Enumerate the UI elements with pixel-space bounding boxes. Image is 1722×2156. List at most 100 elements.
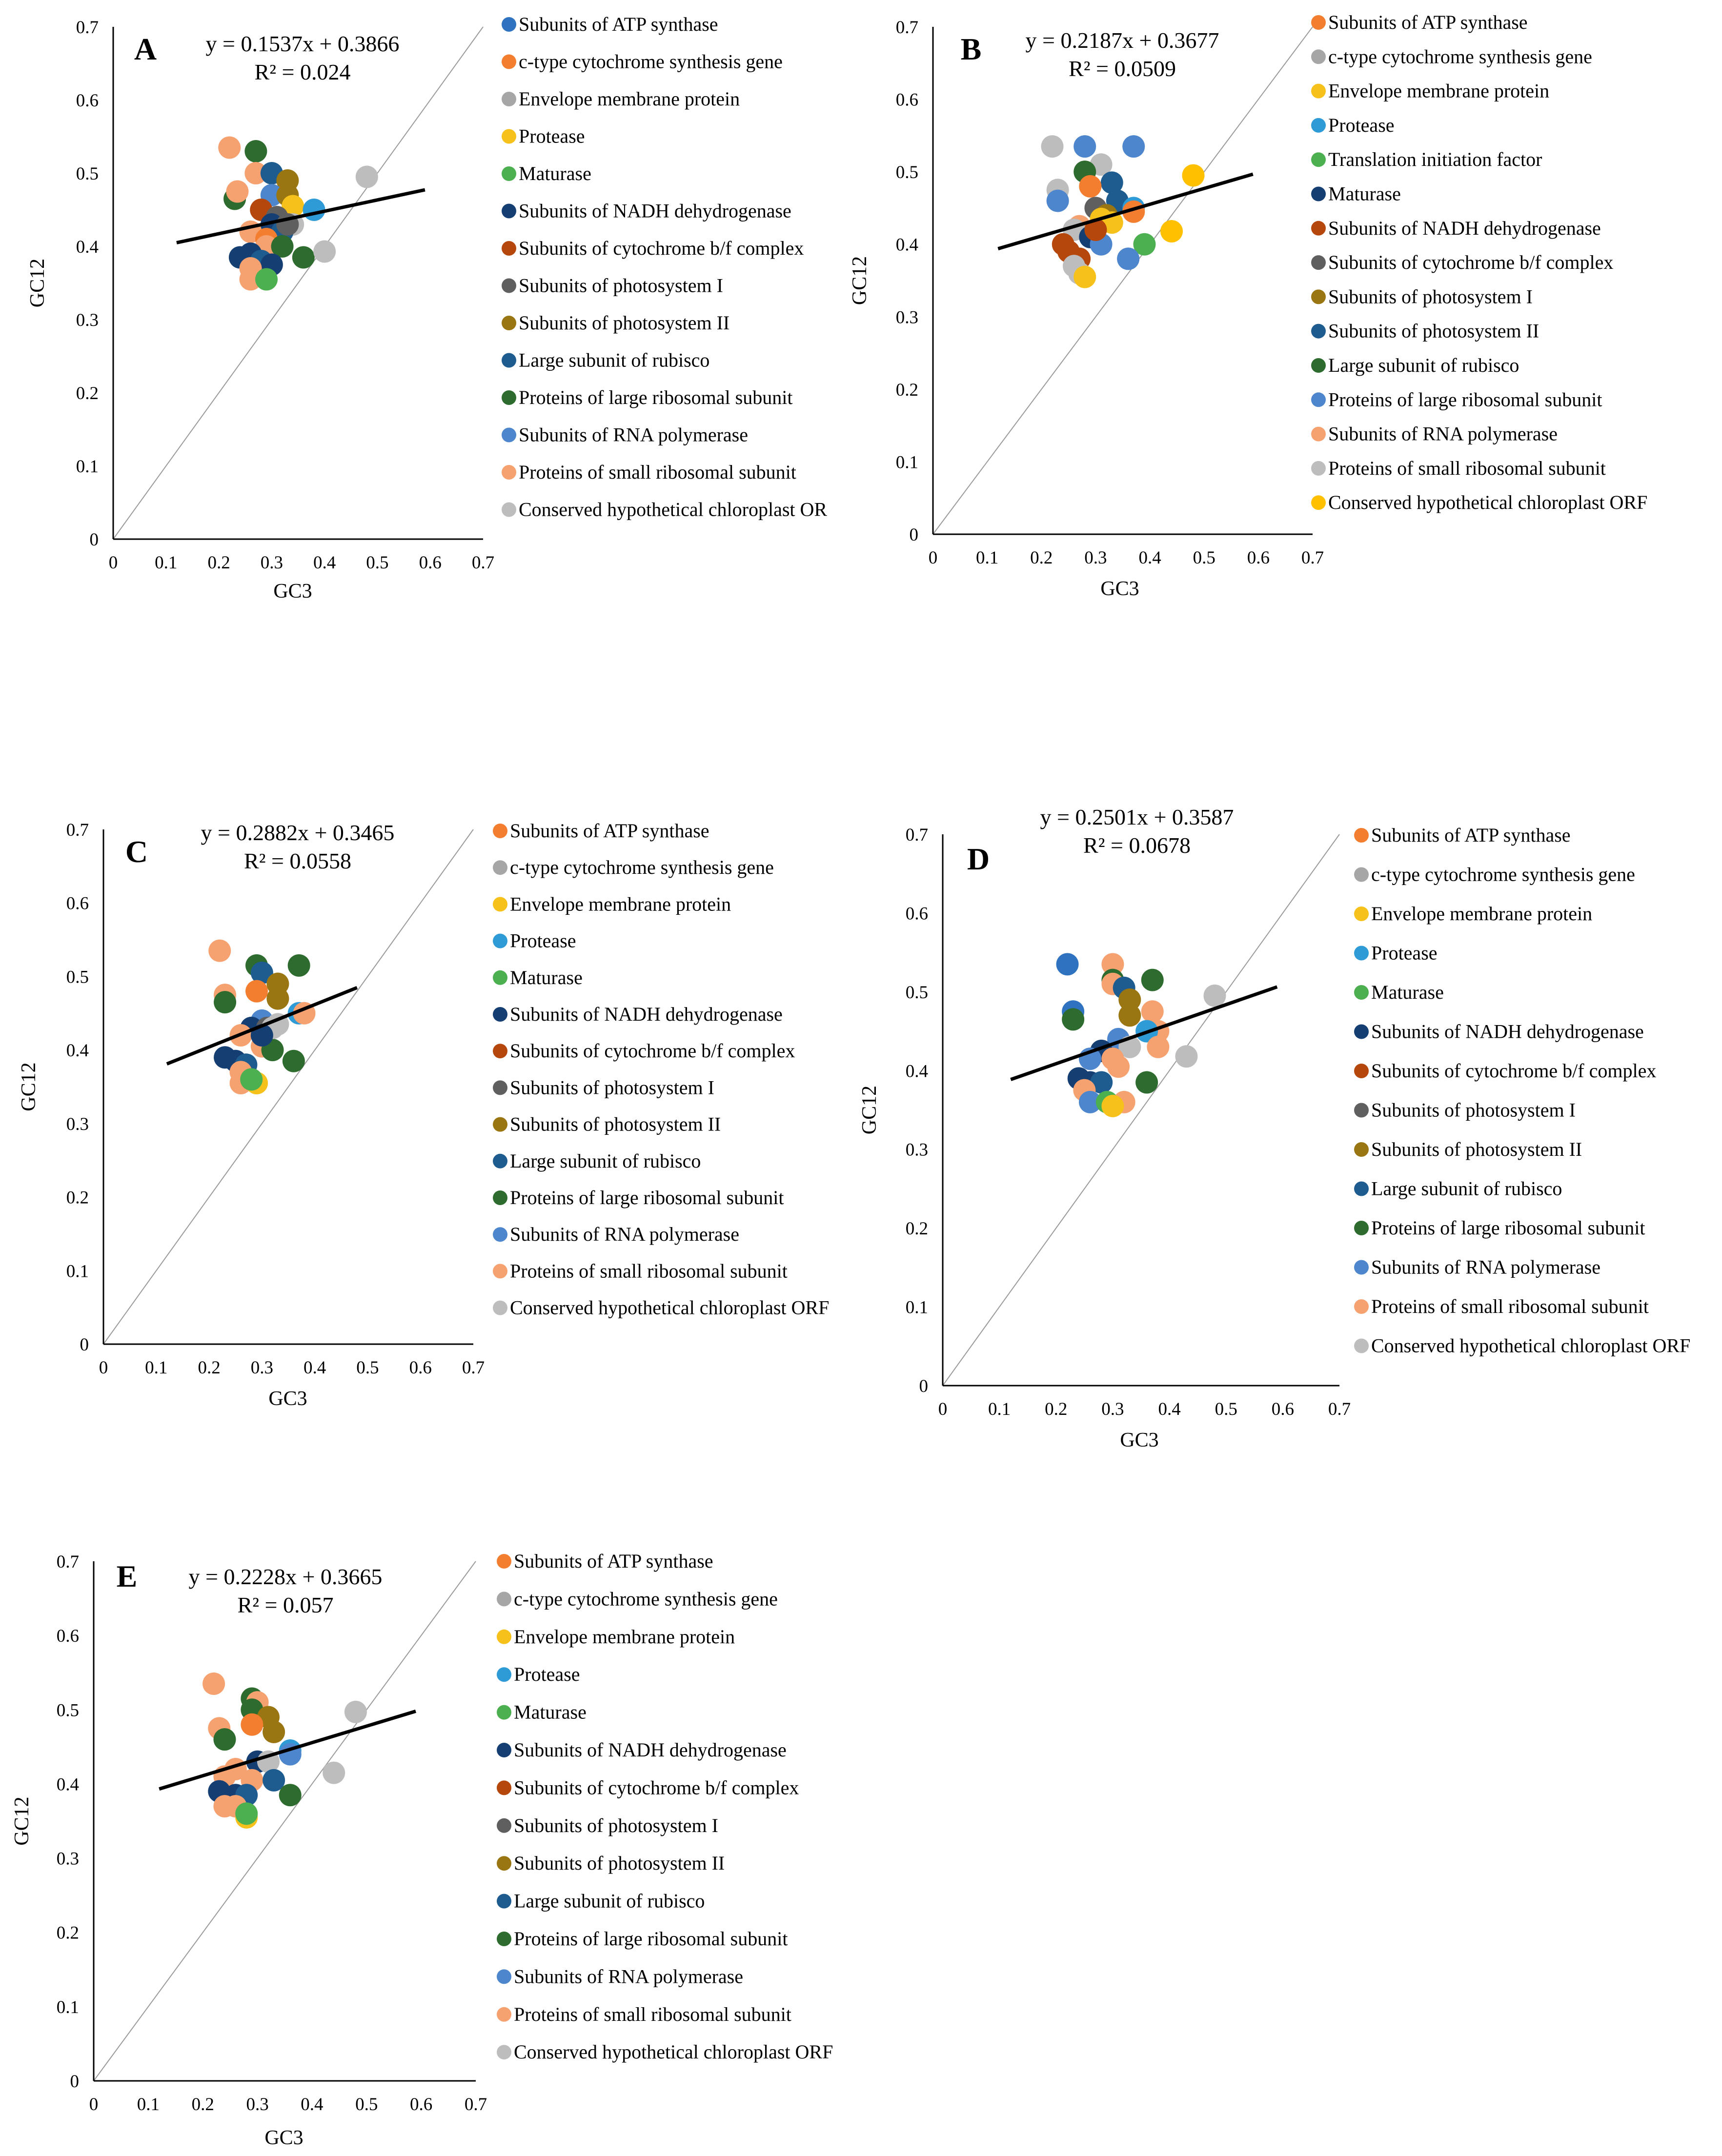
legend-entry: c-type cytochrome synthesis gene: [514, 1588, 778, 1610]
x-tick-label: 0: [929, 548, 938, 568]
y-tick-label: 0: [90, 530, 99, 550]
legend-marker: [493, 1227, 507, 1242]
scatter-point: [279, 1784, 302, 1807]
x-tick-label: 0.5: [1193, 548, 1216, 568]
legend-marker: [493, 1117, 507, 1132]
x-tick-label: 0.7: [472, 553, 494, 573]
y-tick-label: 0.1: [76, 457, 99, 477]
x-tick-label: 0.6: [409, 1358, 432, 1378]
legend-marker: [493, 1044, 507, 1059]
scatter-point: [344, 1700, 367, 1723]
panel-label: B: [961, 32, 982, 66]
chart-panel-a: 0 0.1 0.2 0.3 0.4 0.5 0.6 0.7 0 0.1 0.2 0.3 0.4 0.5 0.…: [26, 13, 827, 603]
r-squared-label: R² = 0.0678: [1083, 833, 1191, 858]
diagonal-reference-line: [113, 26, 484, 540]
diagonal-reference-line: [93, 1561, 476, 2081]
legend-entry: Subunits of ATP synthase: [1328, 11, 1528, 33]
scatter-point: [1160, 220, 1183, 242]
legend-entry: Conserved hypothetical chloroplast ORF: [1371, 1335, 1690, 1357]
x-tick-label: 0: [109, 553, 118, 573]
scatter-point: [245, 980, 268, 1003]
legend-entry: Maturase: [1371, 981, 1444, 1003]
x-axis-label: GC3: [264, 2127, 303, 2149]
legend-marker: [1311, 323, 1326, 339]
x-axis-label: GC3: [1120, 1429, 1158, 1451]
scatter-point: [1101, 1094, 1124, 1117]
legend-marker: [497, 1856, 511, 1871]
legend-marker: [497, 1554, 511, 1569]
legend-entry: Large subunit of rubisco: [514, 1890, 705, 1912]
y-tick-label: 0.6: [57, 1626, 79, 1646]
legend-marker: [502, 203, 516, 219]
y-tick-label: 0.5: [896, 162, 918, 182]
legend-marker: [1354, 1299, 1369, 1314]
y-tick-label: 0: [919, 1376, 929, 1396]
legend-entry: Subunits of NADH dehydrogenase: [510, 1003, 783, 1025]
legend-entry: c-type cytochrome synthesis gene: [1371, 864, 1635, 886]
scatter-point: [1078, 1090, 1101, 1113]
chart-panel-b: 0 0.1 0.2 0.3 0.4 0.5 0.6 0.7 0 0.1 0.2 0.3 0.4 0.5 0.…: [849, 11, 1647, 600]
x-tick-label: 0: [99, 1358, 108, 1378]
scatter-point: [282, 195, 304, 218]
y-tick-label: 0.2: [66, 1188, 89, 1208]
x-tick-label: 0.5: [355, 2095, 378, 2115]
legend-entry: Maturase: [514, 1701, 587, 1723]
legend-entry: Subunits of cytochrome b/f complex: [1371, 1060, 1656, 1082]
legend-marker: [1311, 426, 1326, 442]
legend-marker: [1311, 49, 1326, 64]
legend-marker: [497, 1969, 511, 1984]
x-tick-label: 0.7: [1301, 548, 1324, 568]
y-tick-label: 0.7: [76, 18, 99, 38]
legend-entry: Protease: [1328, 114, 1395, 136]
r-squared-label: R² = 0.0509: [1069, 56, 1176, 81]
scatter-point: [1046, 189, 1069, 212]
x-tick-label: 0.2: [1030, 548, 1053, 568]
legend-entry: Subunits of photosystem I: [1371, 1099, 1576, 1121]
legend-marker: [1354, 1024, 1369, 1039]
x-tick-label: 0.2: [1045, 1399, 1067, 1419]
legend-marker: [1311, 83, 1326, 99]
y-tick-label: 0.4: [76, 237, 99, 257]
legend-marker: [1354, 1142, 1369, 1157]
legend-entry: Proteins of small ribosomal subunit: [1371, 1295, 1649, 1317]
legend-entry: Subunits of NADH dehydrogenase: [519, 200, 791, 222]
y-axis-label: GC12: [11, 1796, 33, 1845]
legend-marker: [1311, 495, 1326, 510]
scatter-point: [1135, 1071, 1158, 1094]
scatter-point: [1117, 247, 1140, 270]
legend-marker: [1311, 152, 1326, 167]
legend-entry: Subunits of photosystem I: [514, 1814, 718, 1836]
legend-marker: [1311, 15, 1326, 30]
legend-entry: Large subunit of rubisco: [1328, 354, 1519, 376]
legend-entry: Proteins of small ribosomal subunit: [519, 461, 796, 483]
y-tick-label: 0.4: [896, 235, 918, 255]
y-tick-label: 0: [70, 2072, 80, 2092]
x-tick-label: 0: [89, 2095, 99, 2115]
legend-entry: Translation initiation factor: [1328, 148, 1542, 170]
legend-marker: [1354, 985, 1369, 1000]
scatter-point: [1118, 1004, 1141, 1027]
legend-marker: [1311, 289, 1326, 304]
y-tick-label: 0.1: [66, 1261, 89, 1281]
legend-marker: [502, 316, 516, 330]
y-tick-label: 0.3: [57, 1849, 79, 1869]
legend-marker: [497, 1743, 511, 1757]
trendline-equation: y = 0.1537x + 0.3866: [206, 31, 400, 56]
y-tick-label: 0.6: [906, 904, 928, 924]
legend-marker: [502, 278, 516, 293]
y-tick-label: 0.4: [66, 1041, 89, 1061]
legend-marker: [497, 1667, 511, 1682]
y-tick-label: 0.3: [76, 310, 99, 330]
legend: Subunits of ATP synthase c-type cytochrom…: [1354, 824, 1690, 1357]
trendline-equation: y = 0.2187x + 0.3677: [1026, 28, 1219, 53]
legend-entry: Subunits of NADH dehydrogenase: [1371, 1021, 1644, 1043]
legend-entry: Proteins of large ribosomal subunit: [514, 1928, 788, 1950]
scatter-point: [1041, 135, 1064, 158]
legend: Subunits of ATP synthase c-type cytochrom…: [493, 820, 829, 1319]
legend-marker: [502, 17, 516, 32]
legend-marker: [493, 824, 507, 838]
legend-marker: [1354, 867, 1369, 882]
legend-entry: Maturase: [510, 967, 583, 988]
panel-label: E: [117, 1559, 138, 1593]
legend-entry: Subunits of RNA polymerase: [510, 1223, 739, 1245]
